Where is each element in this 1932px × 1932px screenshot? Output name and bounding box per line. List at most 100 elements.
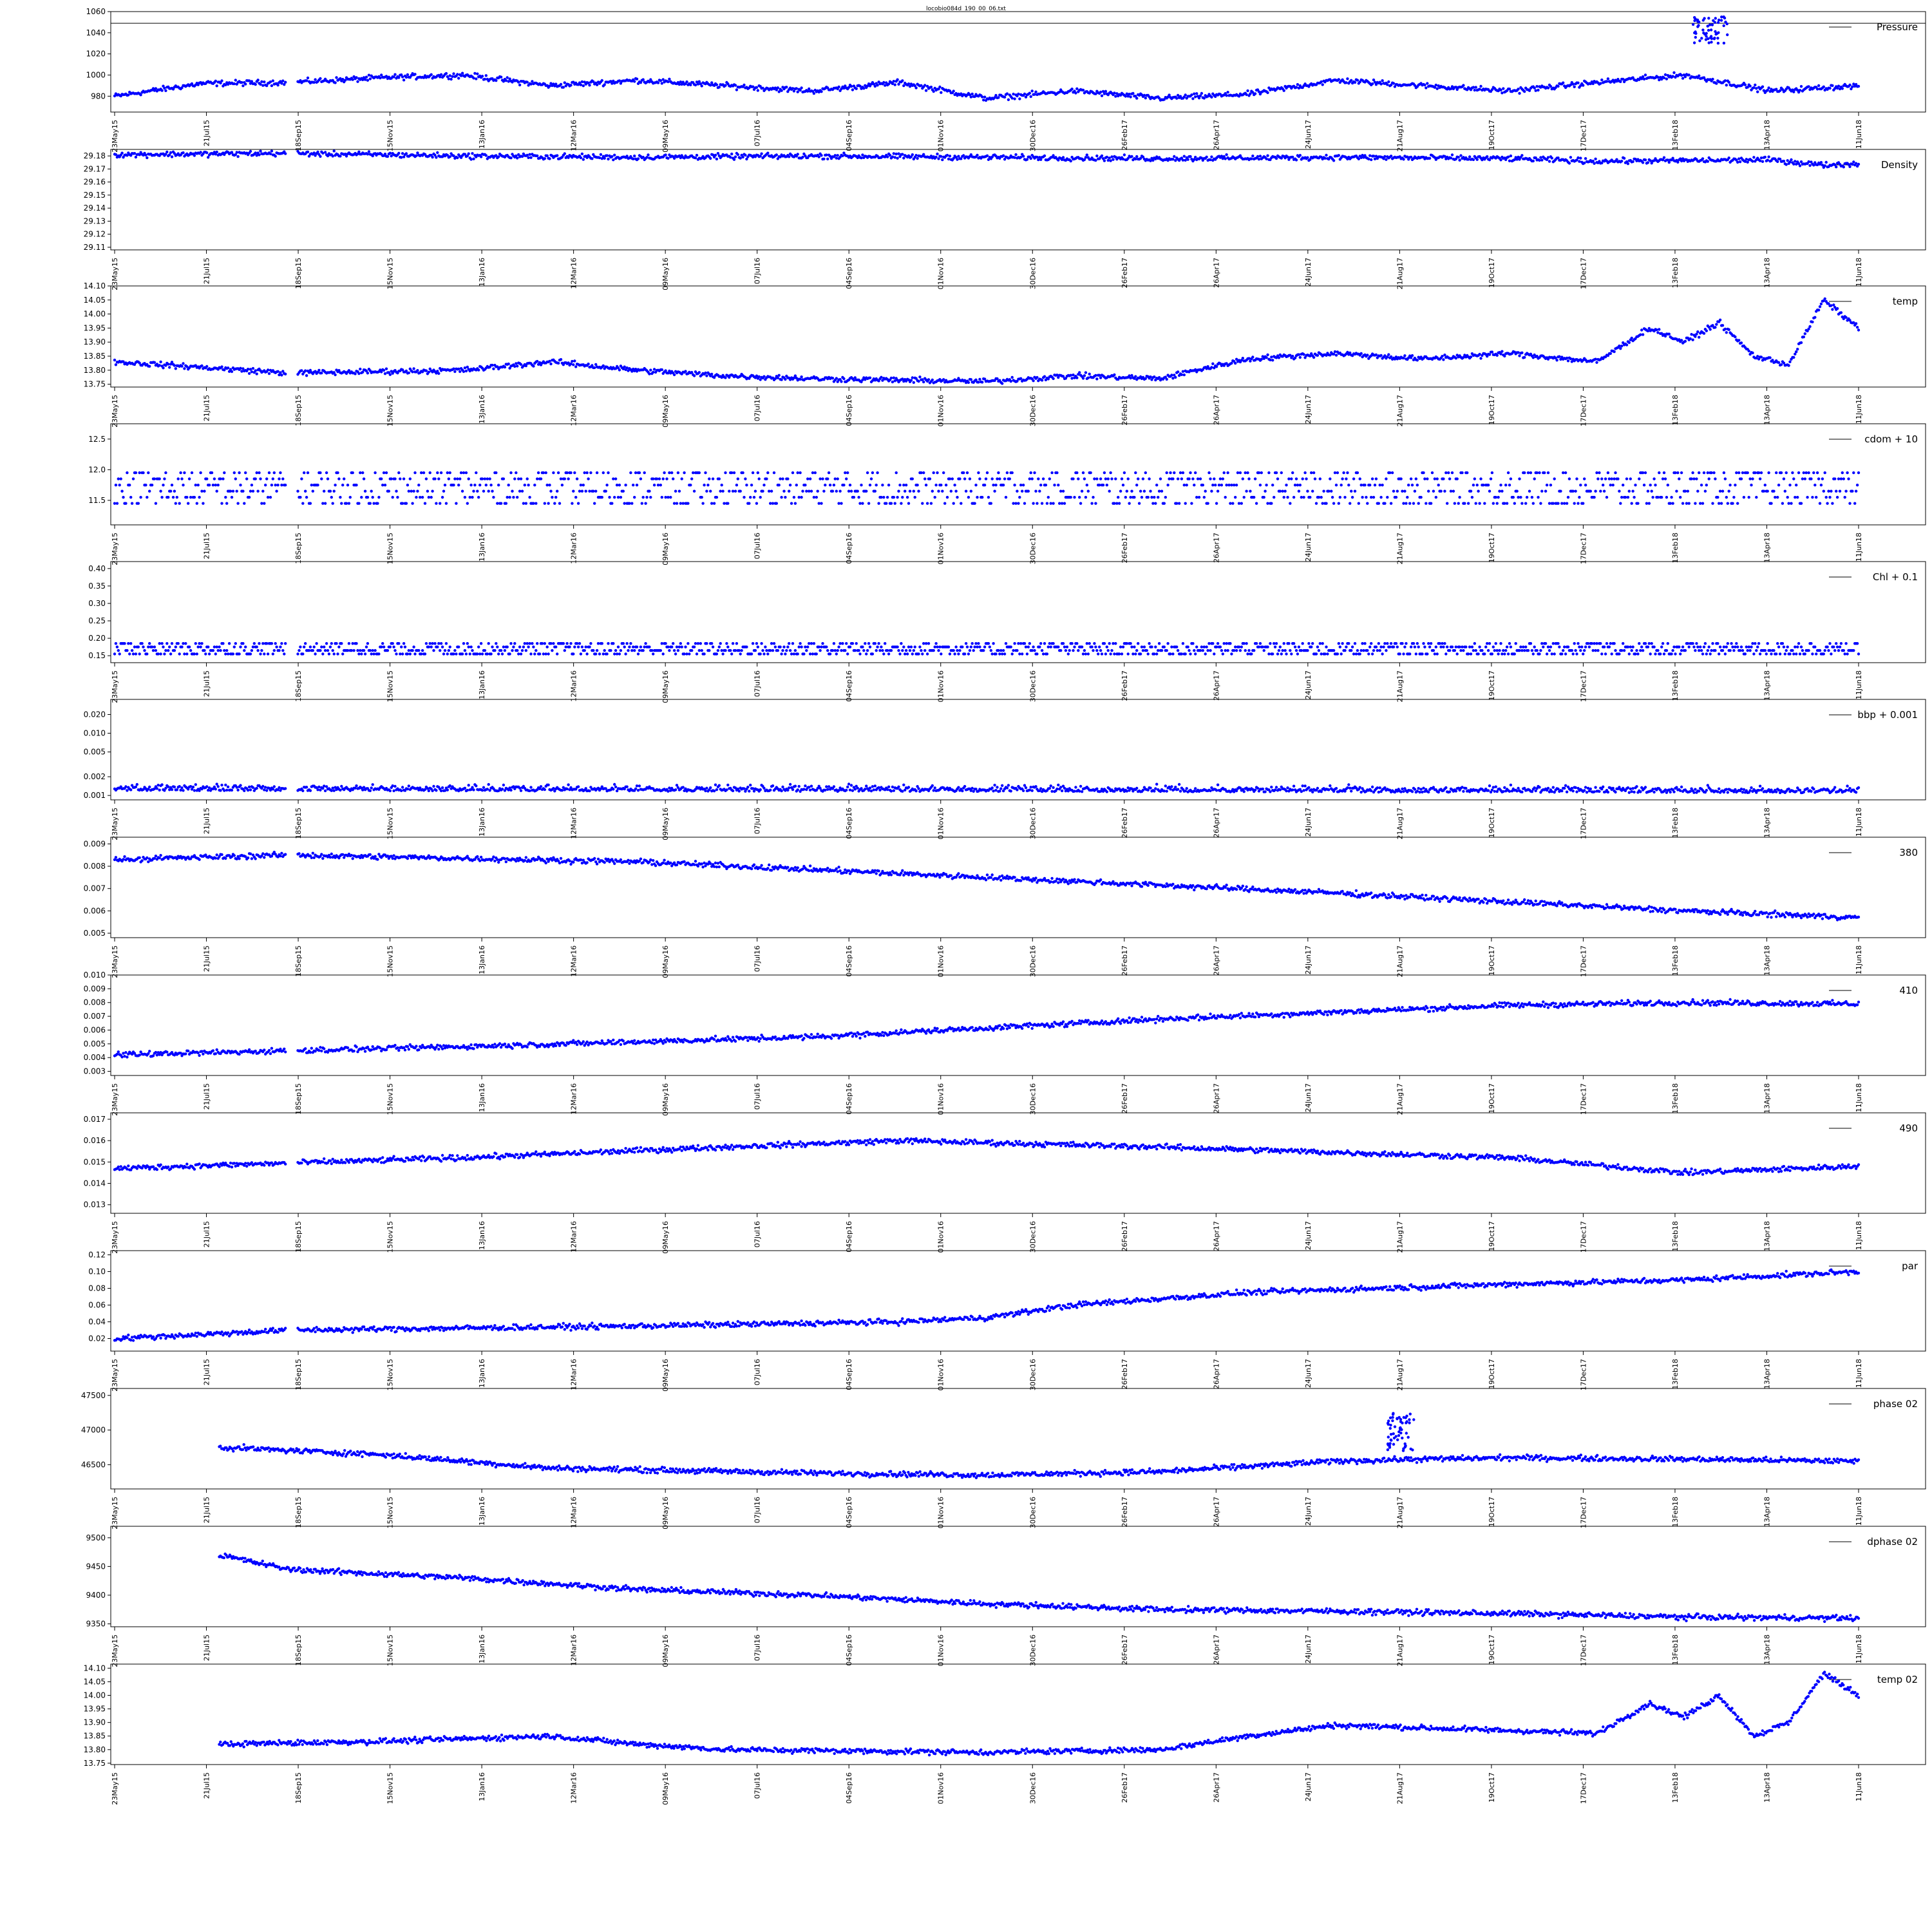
data-point — [1224, 157, 1227, 160]
data-point — [736, 477, 740, 480]
data-point — [391, 496, 394, 499]
data-point — [269, 152, 272, 156]
data-point — [901, 153, 904, 156]
data-point — [1017, 92, 1020, 96]
data-point — [563, 152, 566, 155]
data-point — [1501, 350, 1504, 353]
x-tick-label: 23May15 — [111, 533, 119, 565]
data-point — [1113, 91, 1116, 95]
data-point — [1786, 159, 1789, 162]
data-point — [668, 77, 671, 81]
data-point — [1392, 82, 1396, 85]
data-point — [724, 471, 727, 475]
data-point — [1620, 345, 1624, 348]
data-point — [504, 502, 507, 505]
data-point — [1594, 357, 1597, 361]
data-point — [569, 471, 573, 475]
data-point — [1271, 359, 1274, 362]
data-point — [833, 154, 837, 157]
data-point — [911, 376, 914, 379]
data-point — [284, 372, 287, 375]
data-point — [554, 496, 558, 499]
data-point — [234, 79, 237, 82]
data-points — [113, 15, 1861, 102]
data-point — [683, 471, 686, 475]
data-point — [684, 370, 687, 373]
data-point — [319, 155, 322, 158]
data-point — [1573, 85, 1576, 88]
data-point — [1379, 82, 1383, 86]
data-point — [1247, 357, 1251, 360]
data-point — [359, 471, 362, 475]
data-point — [892, 376, 896, 379]
data-point — [164, 471, 167, 475]
x-tick-label: 19Oct17 — [1488, 120, 1496, 150]
data-point — [399, 477, 402, 480]
data-point — [1142, 93, 1146, 97]
data-point — [613, 153, 616, 156]
x-tick-label: 21Jul15 — [203, 120, 211, 146]
data-point — [1717, 18, 1721, 22]
x-tick-label: 26Apr17 — [1212, 395, 1220, 425]
data-point — [772, 471, 776, 475]
data-point — [893, 156, 896, 159]
data-point — [893, 83, 896, 86]
data-point — [885, 81, 888, 84]
data-point — [1499, 88, 1502, 91]
data-point — [909, 379, 913, 382]
data-point — [1258, 155, 1262, 158]
data-point — [1642, 77, 1646, 81]
data-point — [661, 477, 665, 480]
data-point — [1052, 377, 1055, 381]
data-point — [1200, 91, 1204, 95]
data-point — [785, 86, 788, 89]
data-point — [215, 489, 218, 493]
data-point — [1714, 30, 1717, 33]
data-point — [1671, 156, 1674, 160]
data-point — [142, 471, 145, 475]
data-point — [721, 489, 724, 493]
y-tick-label: 29.14 — [84, 204, 106, 213]
data-point — [640, 502, 643, 505]
data-point — [766, 471, 770, 475]
data-point — [873, 84, 877, 88]
data-point — [1012, 92, 1015, 96]
data-point — [171, 496, 175, 499]
data-point — [1353, 80, 1357, 84]
data-point — [249, 82, 252, 85]
x-tick-label: 21Aug17 — [1396, 120, 1404, 151]
data-point — [1084, 371, 1088, 374]
data-point — [1577, 156, 1580, 160]
data-point — [1134, 95, 1137, 98]
data-point — [411, 370, 414, 374]
data-point — [891, 155, 895, 158]
data-point — [1368, 154, 1372, 157]
data-point — [513, 365, 516, 368]
data-point — [1640, 328, 1643, 332]
data-point — [365, 75, 368, 79]
data-point — [1386, 83, 1389, 86]
y-tick-label: 29.12 — [84, 230, 106, 239]
data-point — [1423, 83, 1426, 87]
x-tick-label: 24Jun17 — [1304, 395, 1312, 424]
data-point — [1855, 326, 1859, 329]
data-point — [1578, 160, 1581, 163]
data-point — [456, 156, 459, 160]
data-point — [339, 77, 342, 80]
data-point — [234, 477, 237, 480]
data-point — [138, 471, 141, 475]
data-point — [681, 80, 685, 84]
data-point — [556, 489, 559, 493]
data-point — [1225, 94, 1228, 97]
data-point — [641, 78, 645, 81]
data-point — [439, 75, 442, 79]
data-point — [1132, 91, 1135, 95]
data-point — [1010, 97, 1014, 100]
data-point — [146, 496, 149, 499]
data-point — [734, 155, 737, 158]
data-point — [1289, 354, 1292, 357]
data-point — [400, 156, 403, 159]
y-tick-label: 29.17 — [84, 164, 106, 173]
data-point — [1003, 95, 1007, 99]
data-point — [284, 152, 287, 155]
